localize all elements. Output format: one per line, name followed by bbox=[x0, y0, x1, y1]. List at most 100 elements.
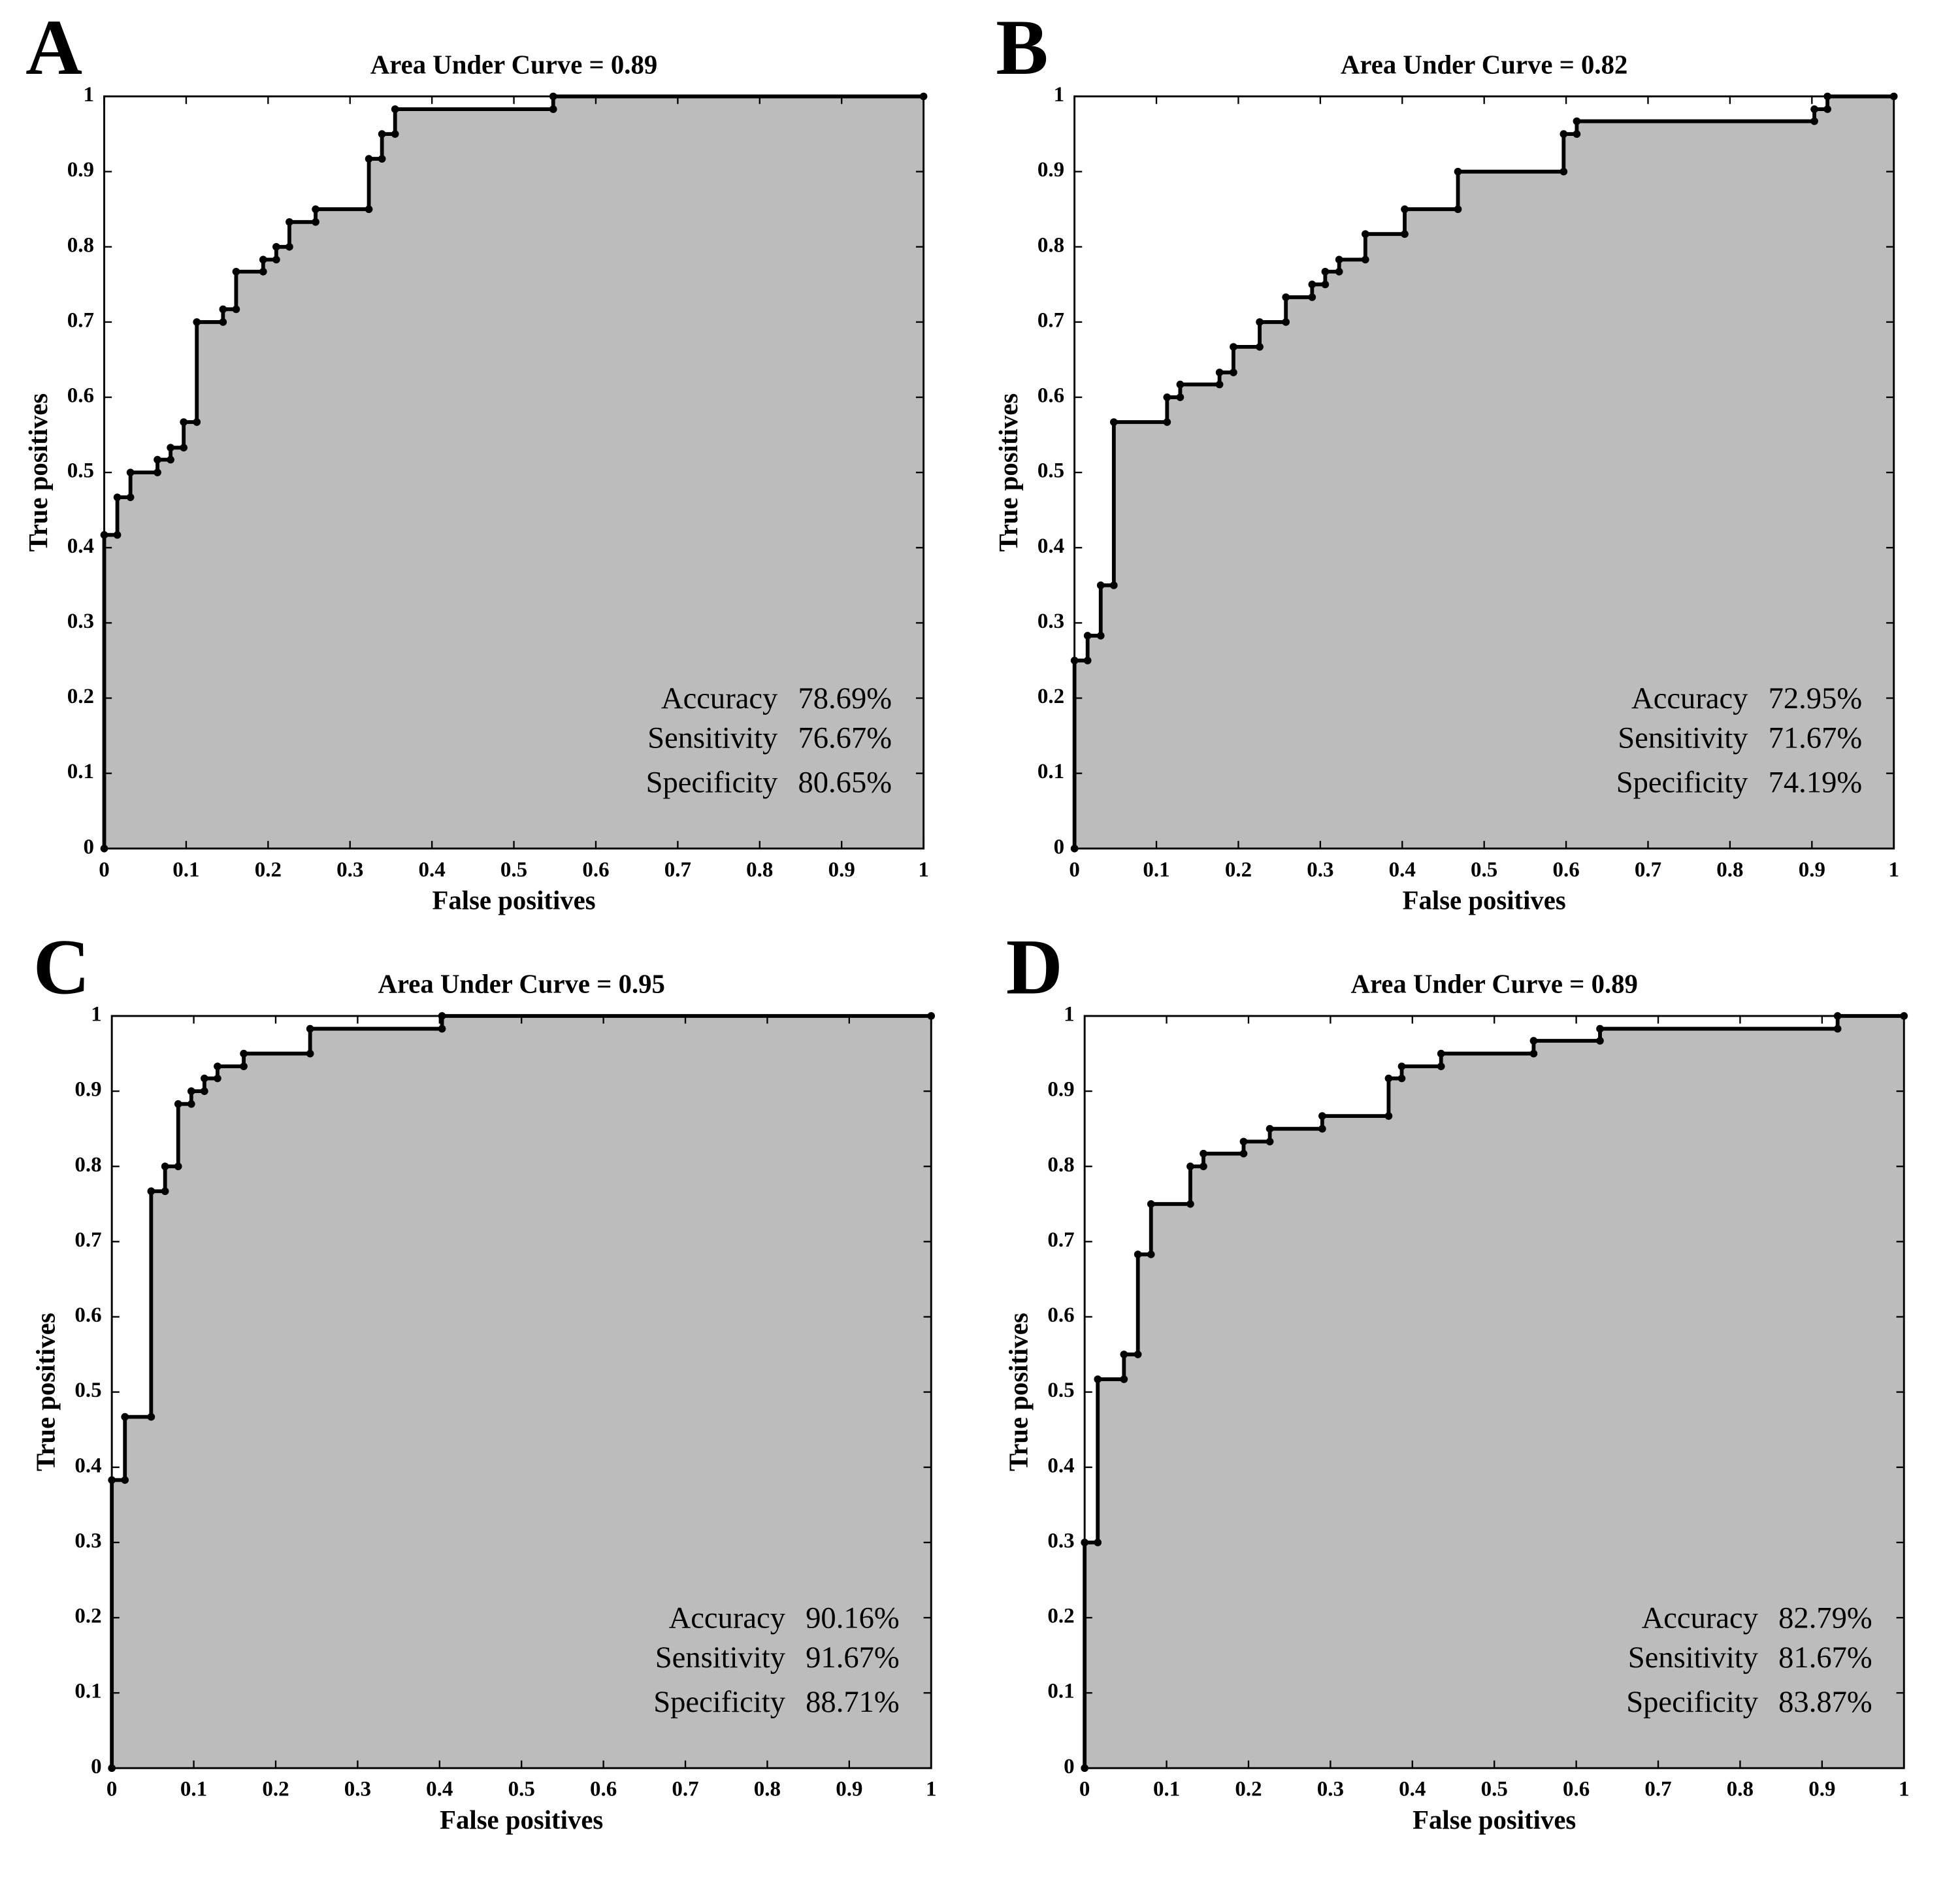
y-tick-label: 0.6 bbox=[67, 384, 94, 408]
y-tick-label: 0.9 bbox=[1037, 158, 1064, 182]
y-tick-label: 0.7 bbox=[1037, 308, 1064, 332]
y-tick-label: 0.1 bbox=[74, 1680, 101, 1703]
stat-value: 74.19% bbox=[1769, 765, 1863, 799]
x-tick-label: 0 bbox=[106, 1778, 118, 1801]
roc-point bbox=[1176, 393, 1184, 401]
roc-point bbox=[1454, 167, 1462, 176]
roc-point bbox=[126, 493, 135, 501]
y-tick-label: 0.4 bbox=[74, 1454, 101, 1477]
y-tick-label: 0.9 bbox=[74, 1078, 101, 1102]
roc-point bbox=[1110, 418, 1118, 426]
roc-point bbox=[1282, 293, 1290, 301]
roc-point bbox=[193, 318, 201, 326]
roc-point bbox=[214, 1074, 221, 1083]
roc-point bbox=[1147, 1251, 1155, 1258]
y-axis-label: True positives bbox=[1004, 1313, 1033, 1471]
y-tick-label: 0.8 bbox=[67, 233, 94, 257]
y-tick-label: 0.7 bbox=[74, 1228, 101, 1252]
roc-point bbox=[240, 1062, 248, 1070]
roc-point bbox=[1573, 130, 1581, 138]
roc-point bbox=[1833, 1024, 1842, 1033]
roc-point bbox=[193, 418, 201, 426]
x-tick-label: 0.6 bbox=[1552, 858, 1579, 881]
y-tick-label: 0.1 bbox=[67, 760, 94, 783]
panel-label: C bbox=[33, 924, 90, 1011]
x-tick-label: 0.1 bbox=[180, 1778, 207, 1801]
roc-point bbox=[1596, 1037, 1604, 1045]
y-tick-label: 0.8 bbox=[74, 1153, 101, 1177]
stat-value: 83.87% bbox=[1778, 1685, 1872, 1719]
y-tick-label: 1 bbox=[1064, 1003, 1075, 1026]
y-tick-label: 0.2 bbox=[74, 1605, 101, 1628]
panel: 0 0.1 0.2 0.3 0.4 0.5 0.6 0.7 0.8 0.9 1 0 0.1 0.2 0.3 0… bbox=[1004, 924, 1909, 1835]
y-tick-label: 0.6 bbox=[1037, 384, 1064, 408]
roc-point bbox=[1560, 130, 1568, 138]
roc-point bbox=[147, 1187, 155, 1196]
x-tick-label: 0.1 bbox=[1143, 858, 1169, 881]
roc-point bbox=[1200, 1162, 1207, 1171]
roc-point bbox=[1335, 255, 1343, 264]
roc-point bbox=[312, 205, 319, 214]
auc-area bbox=[1074, 96, 1894, 849]
y-tick-label: 0.1 bbox=[1047, 1680, 1074, 1703]
x-tick-label: 0.2 bbox=[262, 1778, 289, 1801]
panel-label: B bbox=[996, 5, 1048, 91]
y-tick-label: 0 bbox=[1054, 835, 1065, 859]
stat-label: Sensitivity bbox=[1628, 1641, 1759, 1675]
y-tick-label: 0.9 bbox=[1047, 1078, 1074, 1102]
y-tick-label: 0 bbox=[83, 835, 94, 859]
roc-point bbox=[113, 531, 122, 539]
y-tick-label: 0.3 bbox=[1047, 1529, 1074, 1552]
stat-label: Sensitivity bbox=[655, 1641, 786, 1675]
x-tick-label: 0.7 bbox=[672, 1778, 698, 1801]
roc-point bbox=[378, 155, 386, 163]
x-tick-label: 0.4 bbox=[1399, 1778, 1426, 1801]
x-tick-label: 0.6 bbox=[582, 858, 609, 881]
roc-point bbox=[306, 1049, 314, 1058]
roc-point bbox=[306, 1024, 314, 1033]
stat-label: Sensitivity bbox=[647, 721, 778, 755]
y-tick-label: 0.2 bbox=[67, 685, 94, 708]
x-tick-label: 0.9 bbox=[836, 1778, 862, 1801]
roc-point bbox=[1335, 267, 1343, 276]
roc-point bbox=[1362, 230, 1369, 238]
roc-point bbox=[1096, 632, 1105, 640]
roc-point bbox=[219, 318, 227, 326]
stat-value: 72.95% bbox=[1769, 681, 1863, 715]
panel: 0 0.1 0.2 0.3 0.4 0.5 0.6 0.7 0.8 0.9 1 0 0.1 0.2 0.3 0… bbox=[31, 924, 936, 1835]
roc-point bbox=[1147, 1200, 1155, 1208]
y-tick-label: 0.8 bbox=[1037, 233, 1064, 257]
roc-point bbox=[1266, 1124, 1274, 1133]
x-tick-label: 0.3 bbox=[336, 858, 363, 881]
x-tick-label: 0.3 bbox=[344, 1778, 371, 1801]
y-tick-label: 0.5 bbox=[74, 1379, 101, 1402]
roc-point bbox=[1560, 167, 1568, 176]
y-tick-label: 0.2 bbox=[1047, 1605, 1074, 1628]
roc-point bbox=[1200, 1149, 1207, 1158]
roc-point bbox=[1321, 267, 1330, 276]
x-tick-label: 0 bbox=[1079, 1778, 1090, 1801]
roc-point bbox=[1230, 343, 1237, 351]
roc-point bbox=[180, 444, 188, 451]
roc-point bbox=[259, 267, 267, 276]
roc-point bbox=[1094, 1539, 1102, 1546]
y-tick-label: 0 bbox=[91, 1755, 102, 1778]
x-tick-label: 0.9 bbox=[828, 858, 855, 881]
panel-label: A bbox=[25, 5, 82, 91]
roc-point bbox=[161, 1162, 169, 1171]
roc-point bbox=[1110, 581, 1118, 589]
y-tick-label: 0.3 bbox=[67, 610, 94, 633]
stat-value: 76.67% bbox=[798, 721, 892, 755]
roc-point bbox=[1573, 117, 1581, 125]
x-tick-label: 1 bbox=[918, 858, 929, 881]
roc-point bbox=[1823, 105, 1831, 113]
stat-value: 82.79% bbox=[1778, 1601, 1872, 1635]
roc-point bbox=[1437, 1049, 1445, 1058]
roc-point bbox=[1282, 318, 1290, 326]
x-tick-label: 1 bbox=[1888, 858, 1899, 881]
stat-value: 80.65% bbox=[798, 765, 892, 799]
stat-label: Specificity bbox=[1626, 1685, 1758, 1719]
roc-point bbox=[272, 242, 280, 251]
